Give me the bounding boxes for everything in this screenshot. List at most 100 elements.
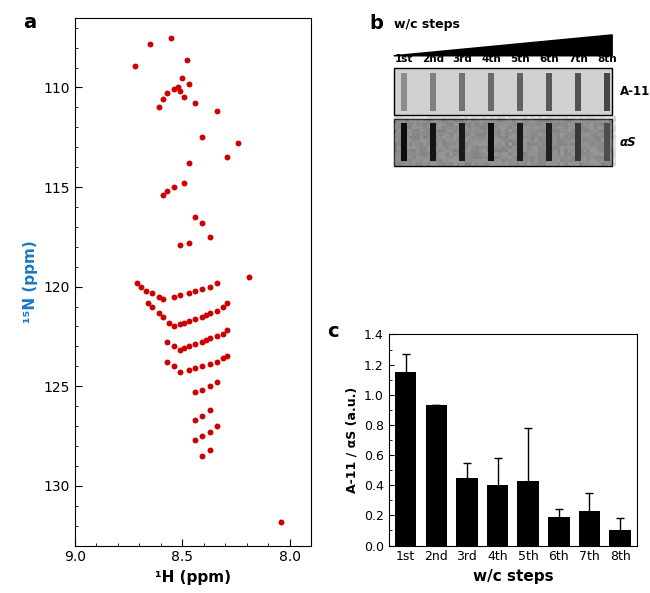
Bar	[468, 123, 471, 126]
Bar	[397, 139, 401, 142]
Bar	[457, 142, 460, 146]
Bar	[542, 123, 545, 126]
Point	[233, 139, 243, 148]
Bar	[401, 142, 405, 146]
Bar	[412, 139, 416, 142]
Text: 7th: 7th	[568, 54, 588, 64]
Bar	[423, 139, 427, 142]
Bar	[575, 123, 581, 161]
Bar	[457, 159, 460, 162]
Bar	[508, 119, 512, 122]
Bar	[571, 116, 575, 119]
Bar	[401, 119, 405, 122]
Bar	[556, 159, 560, 162]
Bar	[527, 146, 531, 149]
Bar	[612, 142, 616, 146]
Bar	[556, 133, 560, 136]
Bar	[538, 119, 542, 122]
Bar	[593, 139, 597, 142]
Point	[183, 79, 194, 88]
Bar	[434, 162, 438, 165]
Bar	[567, 142, 571, 146]
Bar	[608, 126, 612, 129]
Bar	[457, 129, 460, 132]
Bar	[575, 156, 579, 159]
Bar	[582, 136, 586, 139]
Bar	[519, 162, 523, 165]
Bar	[405, 139, 409, 142]
Bar	[556, 149, 560, 152]
Bar	[597, 142, 601, 146]
Bar	[523, 126, 527, 129]
Bar	[420, 146, 423, 149]
Bar	[479, 129, 482, 132]
Bar	[416, 142, 420, 146]
Bar	[612, 133, 616, 136]
Point	[175, 320, 185, 329]
Bar	[516, 162, 519, 165]
Bar	[527, 126, 531, 129]
Bar	[586, 159, 590, 162]
Bar	[438, 146, 442, 149]
Bar	[427, 133, 431, 136]
Bar	[579, 119, 582, 122]
Bar	[530, 162, 534, 165]
Bar	[586, 129, 590, 132]
Bar	[564, 139, 567, 142]
Bar	[545, 129, 549, 132]
Bar	[519, 133, 523, 136]
Point	[168, 292, 179, 301]
Bar	[512, 139, 516, 142]
Bar	[567, 139, 571, 142]
Bar	[579, 129, 582, 132]
Point	[205, 406, 215, 415]
Bar	[394, 139, 397, 142]
Bar	[460, 156, 464, 159]
Bar	[475, 119, 479, 122]
Bar	[431, 123, 434, 126]
Bar	[505, 119, 508, 122]
Bar	[397, 123, 401, 126]
Bar	[597, 136, 601, 139]
Bar	[508, 133, 512, 136]
Point	[218, 302, 228, 311]
Bar	[468, 129, 471, 132]
Bar	[508, 126, 512, 129]
Bar	[394, 136, 397, 139]
Bar	[468, 152, 471, 155]
Point	[205, 282, 215, 291]
Bar	[512, 162, 516, 165]
Bar	[486, 146, 490, 149]
Point	[136, 282, 147, 291]
Bar	[464, 162, 468, 165]
Bar	[416, 162, 420, 165]
Bar	[416, 159, 420, 162]
Bar	[459, 73, 465, 111]
Bar	[586, 142, 590, 146]
Bar	[412, 126, 416, 129]
Bar	[431, 149, 434, 152]
Bar	[420, 123, 423, 126]
Bar	[397, 156, 401, 159]
Bar	[494, 159, 497, 162]
Bar	[534, 146, 538, 149]
Bar	[604, 73, 610, 111]
Bar	[601, 136, 604, 139]
Bar	[490, 123, 494, 126]
Text: 5th: 5th	[510, 54, 530, 64]
Bar	[545, 123, 549, 126]
Bar	[434, 133, 438, 136]
Bar	[460, 123, 464, 126]
Bar	[586, 119, 590, 122]
Bar	[486, 136, 490, 139]
Bar	[482, 142, 486, 146]
Bar	[505, 149, 508, 152]
Bar	[519, 152, 523, 155]
Bar	[423, 152, 427, 155]
Bar	[604, 123, 610, 161]
Bar	[593, 149, 597, 152]
Bar	[542, 126, 545, 129]
Bar	[412, 149, 416, 152]
Bar	[571, 156, 575, 159]
Bar	[553, 152, 556, 155]
